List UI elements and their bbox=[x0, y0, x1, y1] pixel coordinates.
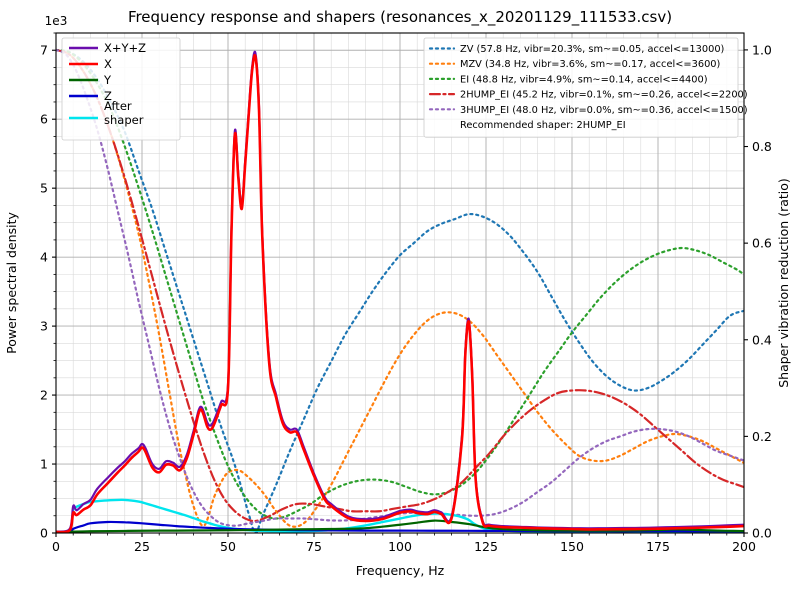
shaper-curve-zv bbox=[56, 48, 744, 533]
x-tick-label: 75 bbox=[306, 539, 322, 554]
page-title: Frequency response and shapers (resonanc… bbox=[128, 8, 672, 27]
x-tick-label: 25 bbox=[134, 539, 150, 554]
x-tick-label: 200 bbox=[732, 539, 756, 554]
shaper-curve-3hump_ei bbox=[56, 48, 744, 527]
y-right-tick-label: 0.6 bbox=[752, 236, 772, 251]
x-tick-label: 100 bbox=[388, 539, 412, 554]
x-axis-title: Frequency, Hz bbox=[356, 563, 445, 578]
y-right-tick-label: 0.8 bbox=[752, 139, 772, 154]
y-left-tick-label: 3 bbox=[40, 319, 48, 334]
x-tick-label: 175 bbox=[646, 539, 670, 554]
psd-curve-x bbox=[56, 53, 744, 533]
y-right-axis-title: Shaper vibration reduction (ratio) bbox=[776, 178, 791, 388]
legend-label-y[interactable]: Y bbox=[103, 73, 112, 87]
legend-label-2hump_ei[interactable]: 2HUMP_EI (45.2 Hz, vibr=0.1%, sm~=0.26, … bbox=[460, 90, 748, 101]
legend-label-3hump_ei[interactable]: 3HUMP_EI (48.0 Hz, vibr=0.0%, sm~=0.36, … bbox=[460, 105, 748, 116]
y-left-tick-label: 0 bbox=[40, 526, 48, 541]
legend-label-after-shaper[interactable]: After bbox=[104, 99, 132, 113]
shaper-curve-mzv bbox=[56, 48, 744, 528]
legend-label-mzv[interactable]: MZV (34.8 Hz, vibr=3.6%, sm~=0.17, accel… bbox=[460, 59, 720, 70]
legend-label-ei[interactable]: EI (48.8 Hz, vibr=4.9%, sm~=0.14, accel<… bbox=[460, 74, 708, 85]
y-left-tick-label: 1 bbox=[40, 457, 48, 472]
x-tick-label: 50 bbox=[220, 539, 236, 554]
legend-label-zv[interactable]: ZV (57.8 Hz, vibr=20.3%, sm~=0.05, accel… bbox=[460, 44, 724, 55]
y-left-tick-label: 5 bbox=[40, 181, 48, 196]
y-left-axis-title: Power spectral density bbox=[4, 212, 19, 354]
tick-marks-and-labels: 0 25 50 75 100 125 150 175 200 0 1 2 3 4 5 6 7 0.0 0.2 0.4 0… bbox=[40, 32, 772, 554]
axis-titles-layer: Frequency, Hz Power spectral density Shape… bbox=[4, 178, 791, 578]
x-tick-label: 0 bbox=[52, 539, 60, 554]
shaper-curve-ei bbox=[56, 48, 744, 520]
y-left-tick-label: 4 bbox=[40, 250, 48, 265]
shaper-curve-2hump_ei bbox=[56, 48, 744, 523]
y-right-tick-label: 1.0 bbox=[752, 42, 772, 57]
recommended-shaper-label: Recommended shaper: 2HUMP_EI bbox=[460, 120, 626, 131]
x-tick-label: 125 bbox=[474, 539, 498, 554]
shaper-legend[interactable]: ZV (57.8 Hz, vibr=20.3%, sm~=0.05, accel… bbox=[423, 37, 748, 138]
y-left-tick-label: 6 bbox=[40, 112, 48, 127]
y-right-tick-label: 0.0 bbox=[752, 526, 772, 541]
data-series-layer bbox=[56, 48, 744, 533]
x-tick-label: 150 bbox=[560, 539, 584, 554]
legend-label-z[interactable]: Z bbox=[104, 89, 112, 103]
shaper-legend-box bbox=[423, 37, 739, 138]
y-axis-offset-label: 1e3 bbox=[45, 14, 68, 28]
legend-label-x-y-z[interactable]: X+Y+Z bbox=[104, 41, 146, 55]
legend-label-after-shaper-2[interactable]: shaper bbox=[104, 113, 144, 127]
y-right-tick-label: 0.4 bbox=[752, 332, 772, 347]
y-right-tick-label: 0.2 bbox=[752, 429, 772, 444]
y-left-tick-label: 7 bbox=[40, 43, 48, 58]
y-left-tick-label: 2 bbox=[40, 388, 48, 403]
legend-label-x[interactable]: X bbox=[104, 57, 112, 71]
